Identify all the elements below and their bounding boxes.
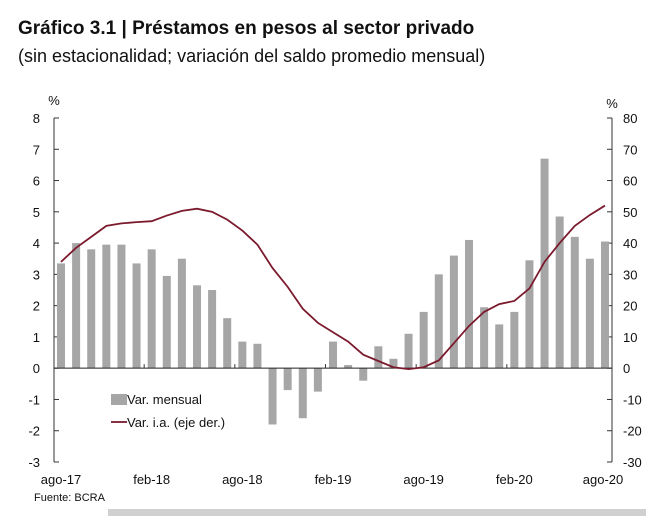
right-tick-label: 70: [623, 142, 637, 157]
right-tick-label: 30: [623, 267, 637, 282]
bar-dic-19: [480, 307, 489, 369]
x-tick-label: ago-17: [41, 472, 81, 487]
bar-feb-19: [329, 341, 337, 369]
right-tick-label: -10: [623, 392, 642, 407]
bar-sep-18: [253, 343, 262, 369]
chart-subtitle: (sin estacionalidad; variación del saldo…: [18, 46, 486, 66]
bar-ago-20: [601, 241, 609, 369]
bar-nov-18: [283, 368, 292, 391]
bar-may-18: [193, 285, 201, 369]
bar-mar-18: [162, 275, 171, 369]
legend-label-line: Var. i.a. (eje der.): [127, 415, 225, 430]
bar-ene-20: [495, 324, 504, 369]
left-tick-label: 0: [33, 361, 40, 376]
right-tick-label: 0: [623, 361, 630, 376]
chart-title: Gráfico 3.1 | Préstamos en pesos al sect…: [18, 18, 475, 39]
bar-oct-18: [268, 368, 277, 425]
x-tick-label: ago-20: [583, 472, 623, 487]
right-tick-label: -20: [623, 424, 642, 439]
right-tick-label: 60: [623, 174, 637, 189]
bar-may-19: [374, 346, 383, 369]
left-tick-label: 4: [33, 236, 40, 251]
bar-nov-17: [102, 244, 111, 369]
bar-jul-18: [223, 318, 232, 369]
bar-oct-17: [87, 249, 96, 369]
bar-mar-20: [525, 260, 534, 369]
right-tick-label: 50: [623, 205, 637, 220]
bar-feb-20: [510, 311, 519, 369]
right-tick-label: 10: [623, 330, 637, 345]
bar-dic-17: [117, 244, 126, 369]
bar-nov-19: [465, 239, 473, 369]
left-tick-label: 3: [33, 267, 40, 282]
bar-jun-18: [208, 290, 217, 369]
bar-may-20: [555, 216, 564, 369]
x-tick-label: feb-18: [133, 472, 170, 487]
left-tick-label: 6: [33, 174, 40, 189]
left-tick-label: -3: [28, 455, 40, 470]
left-tick-label: 1: [33, 330, 40, 345]
bar-ene-18: [132, 263, 141, 369]
bar-abr-18: [177, 258, 186, 369]
bar-dic-18: [298, 368, 307, 419]
source-note: Fuente: BCRA: [34, 492, 105, 504]
bar-mar-19: [344, 365, 353, 369]
bar-jun-20: [570, 236, 579, 369]
legend-label-bar: Var. mensual: [127, 392, 202, 407]
bar-oct-19: [449, 255, 458, 369]
right-tick-label: 20: [623, 299, 637, 314]
left-tick-label: 2: [33, 299, 40, 314]
scrollbar[interactable]: [108, 509, 646, 516]
right-tick-label: 80: [623, 111, 637, 126]
bar-jun-19: [389, 358, 398, 369]
right-tick-label: 40: [623, 236, 637, 251]
bar-ago-19: [419, 311, 428, 369]
x-tick-label: feb-20: [496, 472, 533, 487]
x-tick-label: ago-18: [222, 472, 262, 487]
left-tick-label: 7: [33, 142, 40, 157]
right-axis-unit: %: [606, 96, 618, 111]
bar-abr-19: [359, 368, 368, 381]
right-tick-label: -30: [623, 455, 642, 470]
bar-sep-19: [434, 274, 443, 369]
bar-ene-19: [313, 368, 322, 392]
bar-ago-17: [57, 263, 65, 369]
x-tick-label: ago-19: [403, 472, 443, 487]
left-tick-label: 8: [33, 111, 40, 126]
left-tick-label: -2: [28, 424, 40, 439]
legend-swatch-bar: [111, 394, 127, 405]
left-tick-label: -1: [28, 392, 40, 407]
bar-jul-19: [404, 333, 413, 369]
left-tick-label: 5: [33, 205, 40, 220]
bar-ago-18: [238, 341, 247, 369]
left-axis-unit: %: [48, 93, 60, 108]
bar-jul-20: [585, 258, 594, 369]
bar-sep-17: [72, 243, 81, 369]
x-tick-label: feb-19: [315, 472, 352, 487]
line-var-ia: [60, 204, 606, 371]
bar-feb-18: [147, 249, 156, 369]
